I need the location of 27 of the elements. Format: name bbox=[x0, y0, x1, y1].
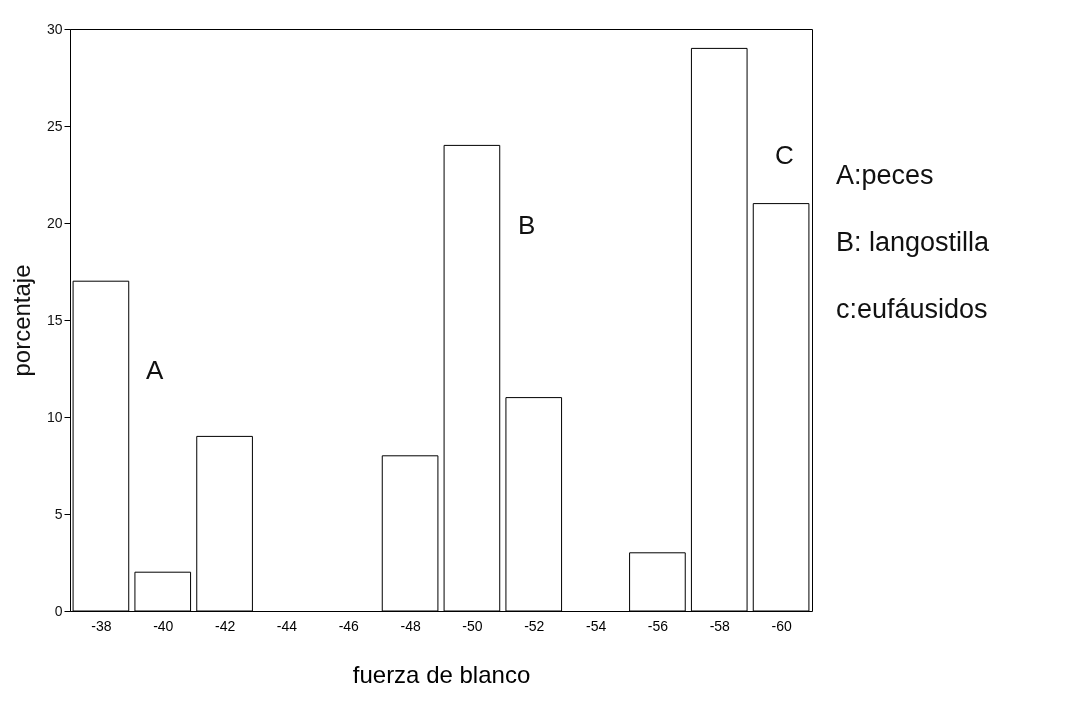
y-tick-label: 20 bbox=[46, 214, 63, 231]
annotation: A bbox=[146, 355, 164, 386]
x-tick-label: -46 bbox=[338, 617, 360, 634]
text: B: langostilla bbox=[836, 227, 990, 259]
annotation: B bbox=[518, 210, 536, 241]
x-axis-title: fuerza de blanco bbox=[352, 660, 531, 688]
y-tick-label: 0 bbox=[54, 602, 63, 619]
y-tick-label: 5 bbox=[54, 505, 63, 522]
x-tick-label: -48 bbox=[400, 617, 421, 634]
y-tick-label: 15 bbox=[46, 311, 63, 328]
x-tick-label: -54 bbox=[585, 617, 607, 634]
x-tick-label: -38 bbox=[91, 617, 112, 634]
x-tick-label: -44 bbox=[276, 617, 298, 634]
y-tick-label: 25 bbox=[46, 117, 63, 134]
text: A:peces bbox=[836, 160, 935, 192]
x-tick-label: -42 bbox=[214, 617, 236, 634]
text: c:eufáusidos bbox=[836, 294, 989, 326]
x-tick-label: -60 bbox=[771, 617, 792, 634]
x-tick-label: -52 bbox=[524, 617, 545, 634]
x-tick-label: -58 bbox=[709, 617, 731, 634]
annotation: C bbox=[775, 140, 794, 171]
y-tick-label: 10 bbox=[46, 408, 63, 425]
y-tick-label: 30 bbox=[46, 20, 63, 37]
x-tick-label: -56 bbox=[647, 617, 669, 634]
x-tick-label: -40 bbox=[153, 617, 174, 634]
y-axis-title: porcentaje bbox=[7, 264, 35, 377]
x-tick-label: -50 bbox=[462, 617, 483, 634]
